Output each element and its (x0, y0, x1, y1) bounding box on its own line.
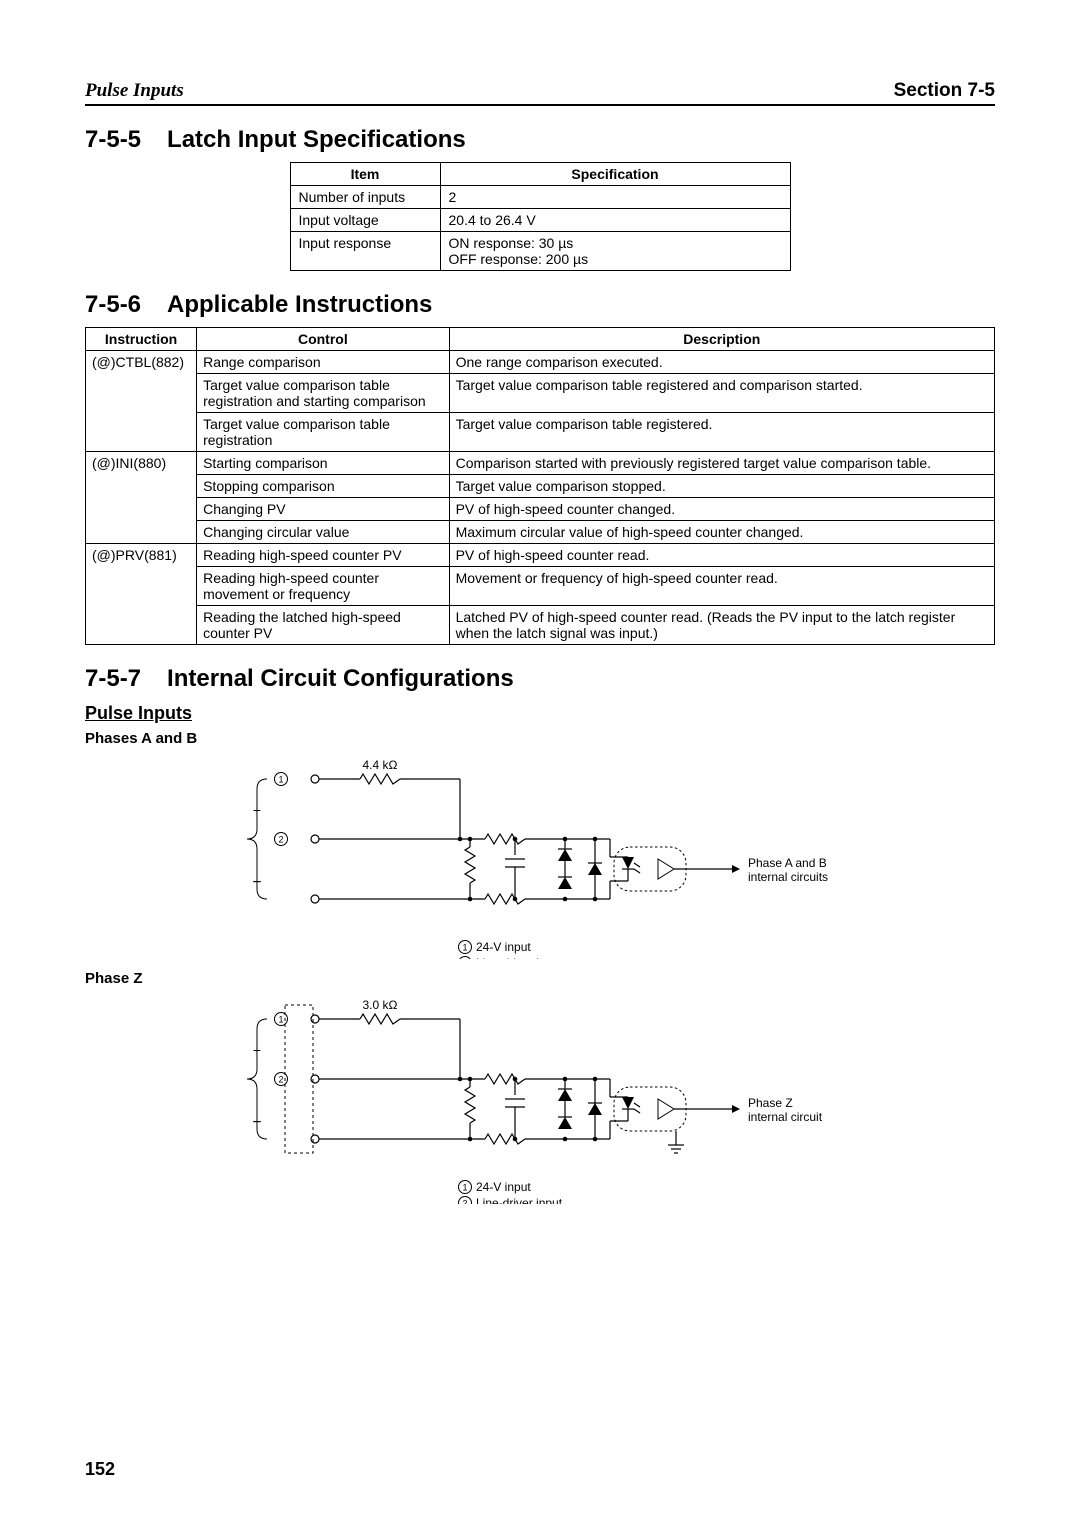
table-cell: PV of high-speed counter read. (449, 544, 994, 567)
table-cell: Changing circular value (197, 521, 450, 544)
header-right: Section 7-5 (894, 80, 995, 102)
heading-755-title: Latch Input Specifications (167, 126, 466, 153)
table-cell: Target value comparison table registered… (449, 413, 994, 452)
svg-text:Phase Z: Phase Z (748, 1096, 793, 1110)
svg-text:24-V input: 24-V input (476, 1180, 531, 1194)
table-header: Specification (440, 163, 790, 186)
table-latch-spec: Item Specification Number of inputs2Inpu… (290, 162, 791, 271)
table-header: Item (290, 163, 440, 186)
table-instructions: InstructionControlDescription (@)CTBL(88… (85, 327, 995, 645)
svg-text:3.0 kΩ: 3.0 kΩ (363, 998, 398, 1012)
svg-text:+: + (253, 802, 261, 818)
diagram-phase-z: + − 1 2 3.0 kΩ Phase Zinternal circuit 1 24-V i… (85, 989, 995, 1209)
table-cell: Starting comparison (197, 452, 450, 475)
table-cell: 2 (440, 186, 790, 209)
table-cell: Number of inputs (290, 186, 440, 209)
table-cell: Reading high-speed counter movement or f… (197, 567, 450, 606)
svg-text:2: 2 (462, 959, 467, 960)
table-header: Control (197, 328, 450, 351)
heading-757-title: Internal Circuit Configurations (167, 665, 514, 692)
diagram-phase-ab: + − 1 2 4.4 kΩ Phase A and Binternal circuits… (85, 749, 995, 964)
svg-text:1: 1 (278, 775, 283, 785)
svg-text:2: 2 (462, 1199, 467, 1205)
table-cell: Reading the latched high-speed counter P… (197, 606, 450, 645)
heading-757-num: 7-5-7 (85, 665, 141, 692)
table-cell: (@)PRV(881) (86, 544, 197, 645)
svg-text:2: 2 (278, 1075, 283, 1085)
heading-756-title: Applicable Instructions (167, 291, 432, 318)
heading-756-num: 7-5-6 (85, 291, 141, 318)
page-header: Pulse Inputs Section 7-5 (85, 80, 995, 106)
table-cell: Movement or frequency of high-speed coun… (449, 567, 994, 606)
svg-text:1: 1 (462, 1183, 467, 1193)
table-cell: (@)INI(880) (86, 452, 197, 544)
label-phase-z: Phase Z (85, 970, 995, 987)
table-cell: Stopping comparison (197, 475, 450, 498)
table-cell: 20.4 to 26.4 V (440, 209, 790, 232)
svg-text:24-V input: 24-V input (476, 940, 531, 954)
table-cell: PV of high-speed counter changed. (449, 498, 994, 521)
heading-757: 7-5-7 Internal Circuit Configurations (85, 665, 995, 693)
table-cell: Comparison started with previously regis… (449, 452, 994, 475)
page-number: 152 (85, 1459, 115, 1480)
svg-text:−: − (252, 874, 261, 891)
svg-text:−: − (252, 1114, 261, 1131)
page: Pulse Inputs Section 7-5 7-5-5 Latch Inpu… (0, 0, 1080, 1528)
table-cell: Target value comparison stopped. (449, 475, 994, 498)
table-cell: Changing PV (197, 498, 450, 521)
table-cell: Target value comparison table registered… (449, 374, 994, 413)
table-cell: Input response (290, 232, 440, 271)
svg-text:4.4 kΩ: 4.4 kΩ (363, 758, 398, 772)
table-cell: ON response: 30 µsOFF response: 200 µs (440, 232, 790, 271)
svg-text:Line-driver input: Line-driver input (476, 956, 563, 959)
heading-756: 7-5-6 Applicable Instructions (85, 291, 995, 319)
svg-text:+: + (253, 1042, 261, 1058)
heading-755-num: 7-5-5 (85, 126, 141, 153)
table-cell: Target value comparison table registrati… (197, 413, 450, 452)
table-cell: One range comparison executed. (449, 351, 994, 374)
table-cell: Target value comparison table registrati… (197, 374, 450, 413)
svg-text:1: 1 (462, 943, 467, 953)
svg-text:Line-driver input: Line-driver input (476, 1196, 563, 1204)
svg-text:internal circuit: internal circuit (748, 1110, 823, 1124)
svg-text:1: 1 (278, 1015, 283, 1025)
label-phases-ab: Phases A and B (85, 730, 995, 747)
table-header: Description (449, 328, 994, 351)
svg-text:2: 2 (278, 835, 283, 845)
table-cell: Latched PV of high-speed counter read. (… (449, 606, 994, 645)
subheading-pulse-inputs: Pulse Inputs (85, 703, 995, 724)
svg-text:Phase A and B: Phase A and B (748, 856, 827, 870)
table-header: Instruction (86, 328, 197, 351)
table-cell: Input voltage (290, 209, 440, 232)
svg-text:internal circuits: internal circuits (748, 870, 828, 884)
heading-755: 7-5-5 Latch Input Specifications (85, 126, 995, 154)
header-left: Pulse Inputs (85, 80, 184, 102)
table-cell: Maximum circular value of high-speed cou… (449, 521, 994, 544)
table-cell: Range comparison (197, 351, 450, 374)
table-cell: Reading high-speed counter PV (197, 544, 450, 567)
table-cell: (@)CTBL(882) (86, 351, 197, 452)
